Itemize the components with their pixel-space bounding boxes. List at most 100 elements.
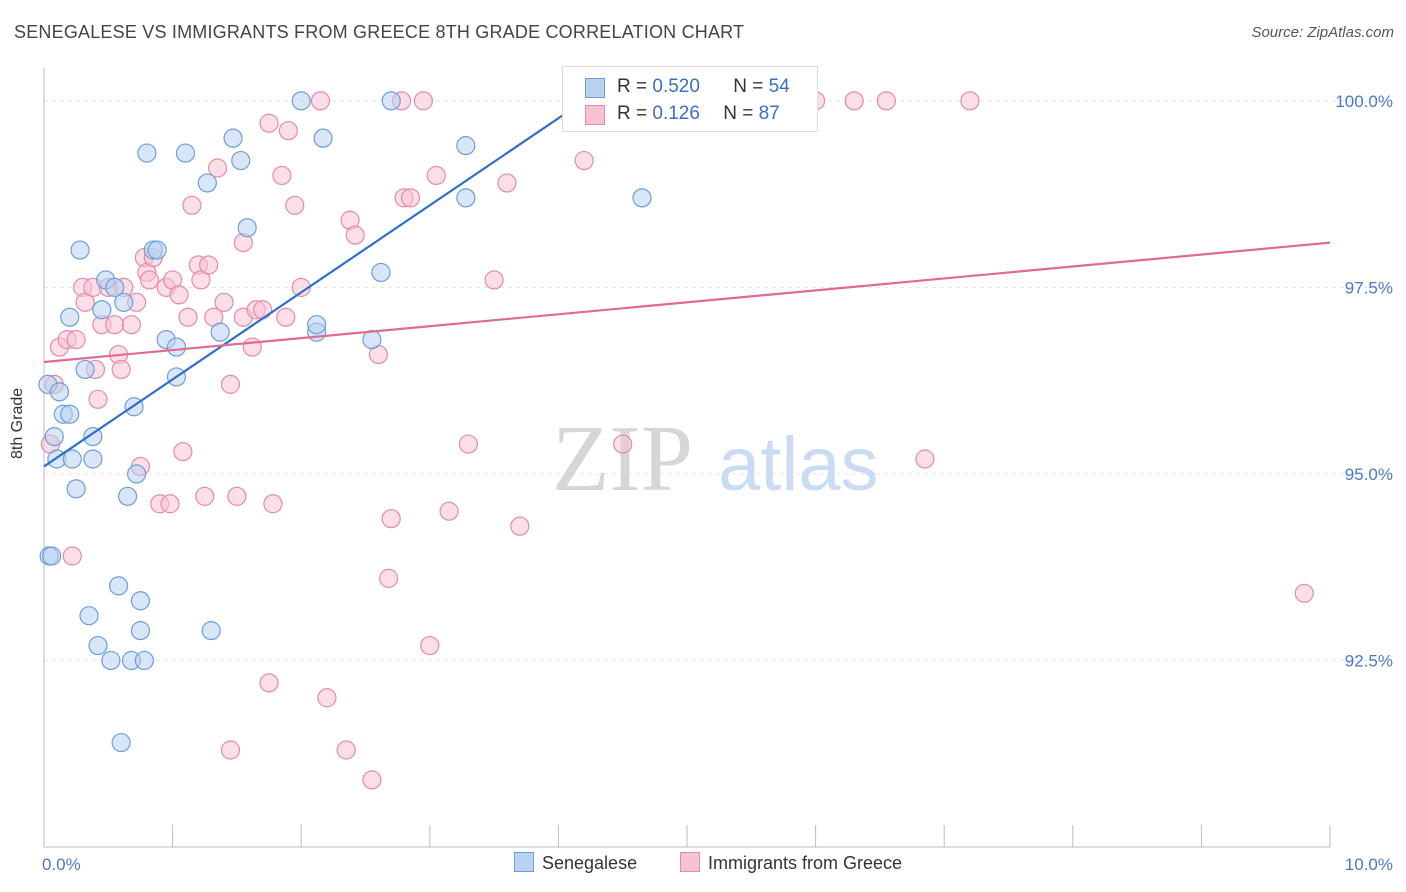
point-senegalese bbox=[83, 449, 103, 469]
point-senegalese bbox=[108, 576, 129, 596]
point-greece bbox=[62, 546, 82, 566]
y-tick-label: 97.5% bbox=[1345, 278, 1393, 297]
point-greece bbox=[413, 91, 433, 111]
axes bbox=[43, 68, 1331, 848]
legend-label: Immigrants from Greece bbox=[708, 853, 903, 873]
point-senegalese bbox=[42, 546, 62, 566]
point-greece bbox=[844, 91, 864, 111]
point-greece bbox=[426, 165, 446, 186]
x-tick-label: 0.0% bbox=[42, 855, 81, 874]
point-greece bbox=[88, 389, 108, 409]
point-greece bbox=[310, 91, 331, 111]
stats-n-label: N = bbox=[733, 76, 769, 97]
stats-r-value: 0.520 bbox=[652, 76, 700, 97]
stats-box: R = 0.520 N = 54 R = 0.126 N = 87 bbox=[562, 66, 818, 132]
point-greece bbox=[259, 673, 279, 693]
point-senegalese bbox=[231, 150, 251, 171]
point-senegalese bbox=[126, 464, 147, 484]
point-greece bbox=[220, 740, 241, 760]
trend-lines bbox=[43, 99, 1331, 468]
point-senegalese bbox=[371, 262, 391, 283]
point-greece bbox=[613, 434, 633, 454]
point-greece bbox=[420, 635, 440, 656]
point-senegalese bbox=[237, 218, 257, 238]
y-tick-label: 100.0% bbox=[1335, 92, 1393, 111]
point-senegalese bbox=[362, 330, 382, 350]
stats-n-label: N = bbox=[723, 103, 759, 124]
point-senegalese bbox=[137, 143, 157, 163]
point-senegalese bbox=[210, 322, 230, 342]
point-senegalese bbox=[197, 173, 217, 193]
point-greece bbox=[439, 501, 459, 521]
point-senegalese bbox=[49, 382, 70, 402]
watermark-zip: ZIP bbox=[552, 407, 693, 511]
point-greece bbox=[220, 374, 241, 394]
point-greece bbox=[915, 449, 935, 469]
stats-row-greece: R = 0.126 N = 87 bbox=[585, 103, 780, 127]
point-senegalese bbox=[307, 315, 327, 335]
legend-label: Senegalese bbox=[542, 853, 638, 873]
point-greece bbox=[259, 113, 279, 133]
legend-item-senegalese[interactable]: Senegalese bbox=[514, 852, 637, 874]
point-senegalese bbox=[223, 128, 243, 148]
point-senegalese bbox=[147, 240, 167, 260]
point-greece bbox=[75, 292, 95, 312]
point-greece bbox=[574, 150, 594, 171]
point-greece bbox=[208, 158, 228, 178]
stats-r-label: R = bbox=[617, 103, 653, 124]
point-senegalese bbox=[456, 136, 476, 156]
point-senegalese bbox=[166, 337, 187, 357]
stats-r-label: R = bbox=[617, 76, 653, 97]
point-greece bbox=[960, 91, 980, 111]
stats-swatch-greece bbox=[585, 105, 605, 125]
point-senegalese bbox=[456, 188, 476, 208]
point-greece bbox=[182, 195, 202, 215]
point-greece bbox=[458, 434, 478, 454]
point-greece bbox=[173, 441, 193, 462]
point-senegalese bbox=[60, 404, 80, 424]
point-greece bbox=[1294, 583, 1314, 603]
point-senegalese bbox=[105, 277, 125, 297]
y-axis-label: 8th Grade bbox=[9, 387, 26, 459]
point-senegalese bbox=[60, 307, 80, 327]
stats-row-senegalese: R = 0.520 N = 54 bbox=[585, 76, 790, 100]
trend-line-greece bbox=[43, 241, 1331, 364]
point-greece bbox=[199, 255, 219, 275]
point-greece bbox=[160, 494, 180, 514]
x-tick-labels: 0.0% 10.0% bbox=[42, 855, 1393, 874]
point-greece bbox=[379, 568, 399, 588]
point-greece bbox=[285, 195, 305, 215]
trend-line-senegalese bbox=[43, 99, 585, 468]
point-senegalese bbox=[44, 427, 64, 447]
point-senegalese bbox=[632, 188, 652, 208]
point-senegalese bbox=[101, 650, 121, 671]
point-greece bbox=[66, 330, 86, 350]
point-senegalese bbox=[381, 91, 401, 111]
point-senegalese bbox=[111, 732, 131, 753]
point-greece bbox=[139, 270, 160, 290]
point-senegalese bbox=[175, 143, 196, 163]
source-label: Source: ZipAtlas.com bbox=[1251, 24, 1394, 41]
point-senegalese bbox=[62, 449, 82, 469]
legend-item-immigrants-from-greece[interactable]: Immigrants from Greece bbox=[680, 852, 902, 874]
point-greece bbox=[195, 486, 215, 506]
point-greece bbox=[263, 494, 283, 514]
point-senegalese bbox=[117, 486, 138, 506]
point-greece bbox=[178, 307, 198, 327]
point-greece bbox=[227, 486, 247, 506]
point-senegalese bbox=[79, 606, 99, 626]
watermark: ZIP atlas bbox=[552, 407, 879, 511]
watermark-atlas: atlas bbox=[718, 422, 879, 507]
point-greece bbox=[876, 91, 896, 111]
point-greece bbox=[497, 173, 517, 193]
stats-swatch-senegalese bbox=[585, 78, 605, 98]
point-senegalese bbox=[201, 621, 221, 641]
point-greece bbox=[400, 188, 421, 208]
point-senegalese bbox=[114, 292, 134, 312]
legend-swatch-senegalese bbox=[514, 852, 534, 872]
x-tick-label: 10.0% bbox=[1345, 855, 1393, 874]
point-senegalese bbox=[66, 479, 86, 499]
point-greece bbox=[278, 121, 298, 141]
gridlines bbox=[44, 100, 1390, 661]
